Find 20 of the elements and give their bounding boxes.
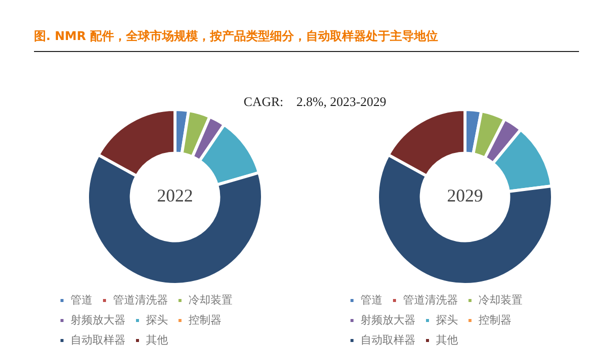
legend-label: 管道清洗器 xyxy=(403,293,458,306)
legend-label: 控制器 xyxy=(478,313,512,326)
legend-label: 控制器 xyxy=(188,313,222,326)
legend-label: 其他 xyxy=(146,333,168,346)
text: 图. NMR 配件，全球市场规模，按产品类型细分，自动取样器处于主导地位 xyxy=(34,28,579,52)
legend-label: 探头 xyxy=(436,313,458,326)
legend-label: 自动取样器 xyxy=(360,334,416,346)
legend-label: 冷却装置 xyxy=(188,293,232,306)
legend-label: 探头 xyxy=(146,313,168,326)
legend-label: 管道清洗器 xyxy=(113,293,168,306)
legend-label: 冷却装置 xyxy=(478,293,522,306)
text: CAGR: 2.8%, 2023-2029 xyxy=(242,94,388,110)
legend-label: 射频放大器 xyxy=(70,313,126,326)
legend-label: 管道 xyxy=(70,294,92,306)
legend-label: 自动取样器 xyxy=(70,334,126,346)
legend-label: 其他 xyxy=(436,333,458,346)
text: 2022 xyxy=(157,186,193,206)
legend-label: 射频放大器 xyxy=(360,313,416,326)
text: 2029 xyxy=(447,186,483,206)
legend-label: 管道 xyxy=(360,294,382,306)
